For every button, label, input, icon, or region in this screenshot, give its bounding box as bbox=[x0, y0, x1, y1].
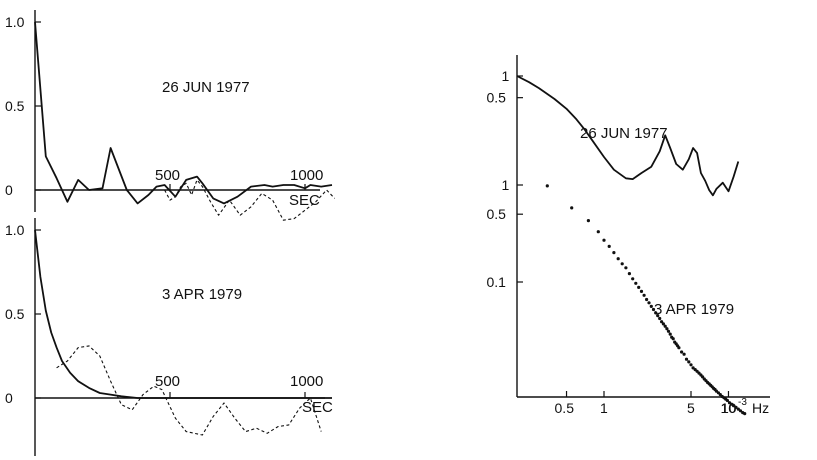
data-point bbox=[668, 332, 672, 336]
data-point bbox=[654, 311, 658, 315]
data-point bbox=[620, 262, 624, 266]
data-point bbox=[586, 219, 591, 223]
data-point bbox=[743, 412, 747, 416]
autocorrelation-panel-1977: 1.0 0.5 0 500 1000 bbox=[5, 10, 336, 221]
y-tick-label: 0 bbox=[5, 182, 13, 198]
data-point bbox=[689, 363, 693, 367]
x-axis-label-spectra: 10 -3 Hz bbox=[721, 397, 769, 416]
annotation-26-jun-1977: 26 JUN 1977 bbox=[162, 79, 250, 96]
x-tick-label: 0.5 bbox=[555, 400, 575, 416]
y-tick-label: 1.0 bbox=[5, 222, 25, 238]
data-point bbox=[545, 184, 549, 188]
x-axis-label-1979: SEC bbox=[302, 399, 333, 416]
data-point bbox=[666, 329, 671, 333]
data-point bbox=[607, 244, 611, 248]
data-point bbox=[680, 350, 684, 354]
y-tick-label: 0.1 bbox=[487, 274, 507, 290]
data-point bbox=[736, 407, 740, 411]
x-axis-label-1977: SEC bbox=[289, 192, 320, 209]
data-point bbox=[682, 352, 686, 356]
x-axis-label-base: 10 bbox=[721, 400, 737, 416]
y-tick-label: 0.5 bbox=[5, 306, 25, 322]
autocorrelation-panel-1979: 1.0 0.5 0 500 1000 bbox=[5, 218, 332, 456]
y-tick-label: 0 bbox=[5, 390, 13, 406]
annotation-3-apr-1979: 3 APR 1979 bbox=[162, 286, 242, 303]
data-point bbox=[612, 251, 616, 255]
solid-series-line bbox=[34, 229, 332, 399]
y-tick-label: 1 bbox=[502, 177, 510, 193]
data-point bbox=[631, 277, 635, 281]
data-point bbox=[725, 398, 730, 403]
data-point bbox=[658, 316, 662, 321]
data-point bbox=[637, 285, 641, 289]
y-tick-label: 0.5 bbox=[5, 98, 25, 114]
data-point bbox=[687, 360, 691, 364]
x-tick-label: 500 bbox=[155, 373, 180, 390]
data-point bbox=[602, 238, 606, 242]
data-point bbox=[660, 320, 664, 324]
x-tick-label: 500 bbox=[155, 167, 180, 184]
data-point bbox=[624, 266, 628, 270]
y-tick-label: 0.5 bbox=[487, 90, 507, 106]
data-point bbox=[677, 346, 681, 350]
data-point bbox=[656, 314, 660, 318]
data-point bbox=[647, 301, 651, 305]
dashed-series-line bbox=[56, 345, 322, 436]
data-point bbox=[663, 324, 667, 328]
data-point bbox=[639, 289, 644, 293]
data-point bbox=[596, 230, 600, 234]
data-point bbox=[732, 404, 736, 408]
x-tick-label: 1000 bbox=[290, 373, 323, 390]
data-point bbox=[671, 337, 675, 341]
solid-series-line bbox=[34, 21, 333, 205]
data-point bbox=[634, 281, 638, 285]
x-tick-label: 1000 bbox=[290, 167, 323, 184]
power-spectra-panel: 0.5 1 5 10 1 0.5 1 0.5 0.1 bbox=[487, 55, 770, 416]
x-tick-label: 5 bbox=[687, 400, 695, 416]
data-point bbox=[661, 322, 666, 326]
series-label-26-jun-1977: 26 JUN 1977 bbox=[580, 125, 668, 142]
data-point bbox=[738, 409, 743, 413]
x-tick-label: 1 bbox=[600, 400, 608, 416]
data-point bbox=[684, 357, 689, 361]
y-tick-label: 0.5 bbox=[487, 206, 507, 222]
data-point bbox=[645, 297, 649, 302]
series-label-3-apr-1979: 3 APR 1979 bbox=[654, 301, 734, 318]
x-axis-label-exponent: -3 bbox=[738, 397, 747, 408]
data-point bbox=[642, 293, 646, 297]
data-point bbox=[649, 304, 653, 308]
data-point bbox=[627, 272, 632, 276]
data-point bbox=[651, 307, 656, 312]
solid-series-line bbox=[516, 75, 740, 197]
data-point bbox=[570, 206, 574, 210]
y-tick-label: 1.0 bbox=[5, 14, 25, 30]
data-point bbox=[665, 327, 669, 331]
y-tick-label: 1 bbox=[502, 68, 510, 84]
x-axis-label-unit: Hz bbox=[752, 400, 769, 416]
data-point bbox=[616, 257, 620, 261]
data-point bbox=[734, 405, 738, 409]
